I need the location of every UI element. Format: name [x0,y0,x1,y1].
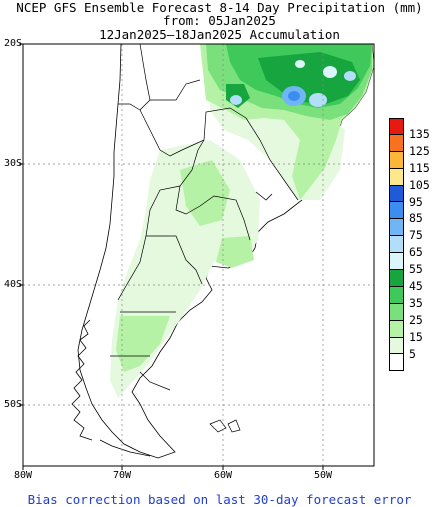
legend-swatch [389,118,404,135]
legend-value: 55 [409,262,423,277]
legend-swatch [389,202,404,220]
legend-value: 35 [409,295,423,310]
legend-item: 55 [389,253,435,276]
precip-shading [110,44,374,398]
legend-swatch [389,134,404,152]
legend-swatch [389,286,404,304]
accumulation-period: 12Jan2025–18Jan2025 Accumulation [99,27,340,42]
legend-item: 35 [389,286,435,310]
lat-label: 30S [3,158,22,169]
legend-item: 75 [389,219,435,242]
legend-value: 135 [409,127,430,141]
legend-item: 15 [389,320,435,344]
legend-item: 5 [389,337,435,361]
legend-item: 125 [389,134,435,158]
graticule [23,44,374,466]
legend-value: 95 [409,194,423,209]
legend-item: 105 [389,168,435,192]
lon-label: 80W [13,470,33,481]
legend-swatch [389,320,404,338]
legend-value: 105 [409,177,430,192]
legend-value: 25 [409,312,423,327]
legend-swatch [389,303,404,321]
map-border [22,43,375,467]
legend-value: 5 [409,346,416,361]
map-title: NCEP GFS Ensemble Forecast 8-14 Day Prec… [16,0,423,15]
legend-swatch [389,337,404,355]
legend-item: 45 [389,270,435,293]
legend-value: 15 [409,329,423,344]
bias-correction-note: Bias correction based on last 30-day for… [27,492,412,507]
legend-swatch [389,354,404,372]
lon-label: 70W [112,470,132,481]
lon-label: 60W [213,470,233,481]
legend-value: 75 [409,228,423,243]
legend-item: 135 [389,118,435,141]
legend-item: 85 [389,202,435,225]
legend-swatch [389,151,404,169]
axis-ticks [19,43,324,470]
legend-item [389,354,435,372]
legend-swatch [389,253,404,271]
legend-swatch [389,270,404,287]
lat-label: 40S [3,279,22,290]
legend-swatch [389,219,404,237]
legend-item: 95 [389,185,435,209]
legend-value: 115 [409,160,430,175]
legend-item: 115 [389,151,435,175]
color-legend: 135 125 115 105 95 85 75 65 55 45 35 25 15 5 [389,118,435,372]
political-borders [110,44,299,391]
legend-value: 125 [409,143,430,158]
falkland-islands [209,419,241,433]
legend-item: 25 [389,303,435,327]
lagoon [255,191,273,201]
legend-value: 85 [409,211,423,226]
forecast-date: from: 05Jan2025 [163,13,276,28]
lat-label: 20S [3,38,22,49]
legend-value: 65 [409,245,423,260]
lon-label: 50W [313,470,333,481]
legend-value: 45 [409,279,423,294]
legend-swatch [389,185,404,203]
legend-item: 65 [389,236,435,259]
fjord-coast [71,319,151,457]
lat-label: 50S [3,399,22,410]
legend-swatch [389,236,404,254]
legend-swatch [389,168,404,186]
